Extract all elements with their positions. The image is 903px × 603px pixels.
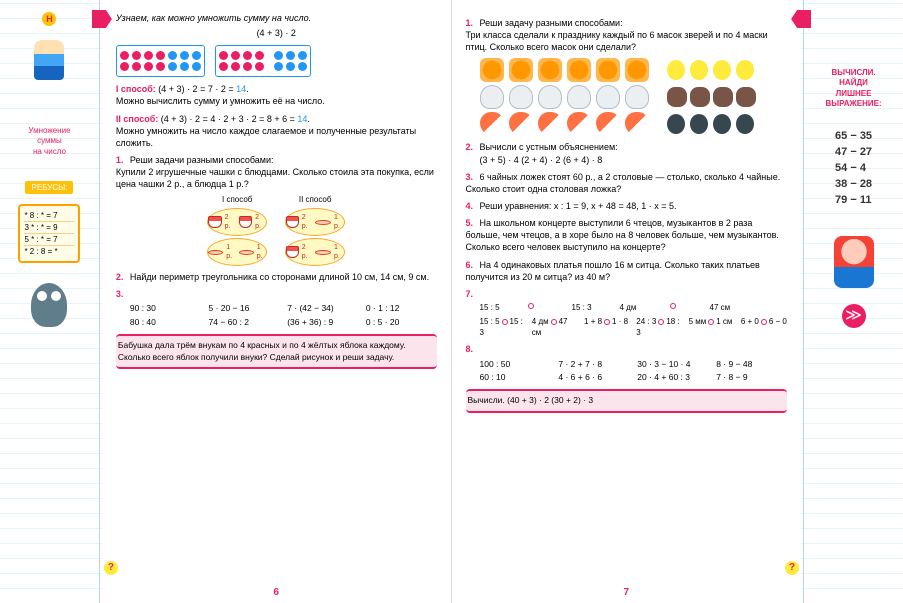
method-answer: 14 — [297, 114, 307, 124]
task-text: Вычисли с устным объяснением: — [480, 142, 618, 152]
rebus-row: * 8 : * = 7 — [24, 210, 74, 222]
intro-text: Узнаем, как можно умножить сумму на числ… — [116, 12, 437, 24]
page-left: Узнаем, как можно умножить сумму на числ… — [102, 0, 452, 603]
topic-label: Умножение суммы на число — [28, 126, 70, 157]
task-4: 4.Реши уравнения: x : 1 = 9, x + 48 = 48… — [466, 200, 788, 212]
expr: 79 − 11 — [835, 194, 872, 206]
textbook-spread: Н Умножение суммы на число РЕБУСЫ: * 8 :… — [0, 0, 903, 603]
task-7: 7. 15 : 515 : 3 4 дм47 см 15 : 515 : 3 4… — [466, 288, 788, 339]
task-text: На 4 одинаковых платья пошло 16 м ситца.… — [466, 260, 760, 282]
cups-illustration: I способ 2 р.2 р. 1 р.1 р. II способ 2 р… — [116, 195, 437, 266]
method-1: I способ: (4 + 3) · 2 = 7 · 2 = 14. Можн… — [116, 83, 437, 107]
method-label: I способ: — [116, 84, 156, 94]
rebus-row: 3 * : * = 9 — [24, 222, 74, 234]
page-right: 1.Реши задачу разными способами: Три кла… — [452, 0, 802, 603]
method-calc: (4 + 3) · 2 = 4 · 2 + 3 · 2 = 8 + 6 = — [161, 114, 298, 124]
method-label: II способ: — [116, 114, 158, 124]
task-8: 8. 100 : 507 · 2 + 7 · 830 · 3 − 10 · 48… — [466, 343, 788, 383]
method-text: Можно умножить на число каждое слагаемое… — [116, 125, 437, 149]
expr: 54 − 4 — [835, 162, 872, 174]
side-title: ВЫЧИСЛИ. НАЙДИ ЛИШНЕЕ ВЫРАЖЕНИЕ: — [825, 68, 881, 110]
task-6: 6.На 4 одинаковых платья пошло 16 м ситц… — [466, 259, 788, 283]
method-answer: 14 — [236, 84, 246, 94]
footer-task: Бабушка дала трём внукам по 4 красных и … — [116, 334, 437, 369]
task-row: (3 + 5) · 4 (2 + 4) · 2 (6 + 4) · 8 — [480, 154, 788, 166]
cup-label: I способ — [222, 195, 252, 206]
task-text: Реши задачу разными способами: Три класс… — [466, 18, 768, 52]
rebus-title: РЕБУСЫ: — [25, 181, 73, 194]
method-calc: (4 + 3) · 2 = 7 · 2 = — [158, 84, 236, 94]
task-text: На школьном концерте выступили 6 чтецов,… — [466, 218, 779, 252]
task-3: 3. 90 : 305 · 20 − 167 · (42 − 34)0 · 1 … — [116, 288, 437, 328]
arrow-icon — [92, 10, 112, 28]
method-text: Можно вычислить сумму и умножить её на ч… — [116, 95, 437, 107]
cup-label: II способ — [299, 195, 332, 206]
task-text: Реши задачи разными способами: Купили 2 … — [116, 155, 434, 189]
nav-icon: ≫ — [842, 304, 866, 328]
masks-illustration — [480, 58, 788, 136]
footer-task: Вычисли. (40 + 3) · 2 (30 + 2) · 3 — [466, 389, 788, 412]
task-1: 1.Реши задачи разными способами: Купили … — [116, 154, 437, 190]
expr: 38 − 28 — [835, 178, 872, 190]
task-text: Реши уравнения: x : 1 = 9, x + 48 = 48, … — [480, 201, 677, 211]
task-1: 1.Реши задачу разными способами: Три кла… — [466, 17, 788, 53]
page-number: 6 — [273, 586, 279, 600]
intro-formula: (4 + 3) · 2 — [116, 27, 437, 39]
expr: 65 − 35 — [835, 130, 872, 142]
clown-icon — [834, 236, 874, 288]
method-2: II способ: (4 + 3) · 2 = 4 · 2 + 3 · 2 =… — [116, 113, 437, 149]
task-text: 6 чайных ложек стоят 60 р., а 2 столовые… — [466, 172, 781, 194]
arrow-icon — [791, 10, 811, 28]
n-badge: Н — [42, 12, 56, 26]
left-sidebar: Н Умножение суммы на число РЕБУСЫ: * 8 :… — [0, 0, 100, 603]
expr: 47 − 27 — [835, 146, 872, 158]
task-2: 2.Найди периметр треугольника со сторона… — [116, 271, 437, 283]
owl-icon — [31, 283, 67, 327]
dots-illustration — [116, 45, 437, 77]
task-2: 2.Вычисли с устным объяснением: (3 + 5) … — [466, 141, 788, 165]
right-sidebar: ВЫЧИСЛИ. НАЙДИ ЛИШНЕЕ ВЫРАЖЕНИЕ: 65 − 35… — [803, 0, 903, 603]
task-text: Найди периметр треугольника со сторонами… — [130, 272, 429, 282]
rebus-row: * 2 : 8 = * — [24, 246, 74, 257]
rebus-box: * 8 : * = 7 3 * : * = 9 5 * : * = 7 * 2 … — [18, 204, 80, 263]
question-icon: ? — [104, 561, 118, 575]
task-5: 5.На школьном концерте выступили 6 чтецо… — [466, 217, 788, 253]
question-icon: ? — [785, 561, 799, 575]
task-3: 3.6 чайных ложек стоят 60 р., а 2 столов… — [466, 171, 788, 195]
rebus-row: 5 * : * = 7 — [24, 234, 74, 246]
expression-list: 65 − 35 47 − 27 54 − 4 38 − 28 79 − 11 — [835, 126, 872, 210]
page-number: 7 — [624, 586, 630, 600]
boy-icon — [34, 40, 64, 80]
